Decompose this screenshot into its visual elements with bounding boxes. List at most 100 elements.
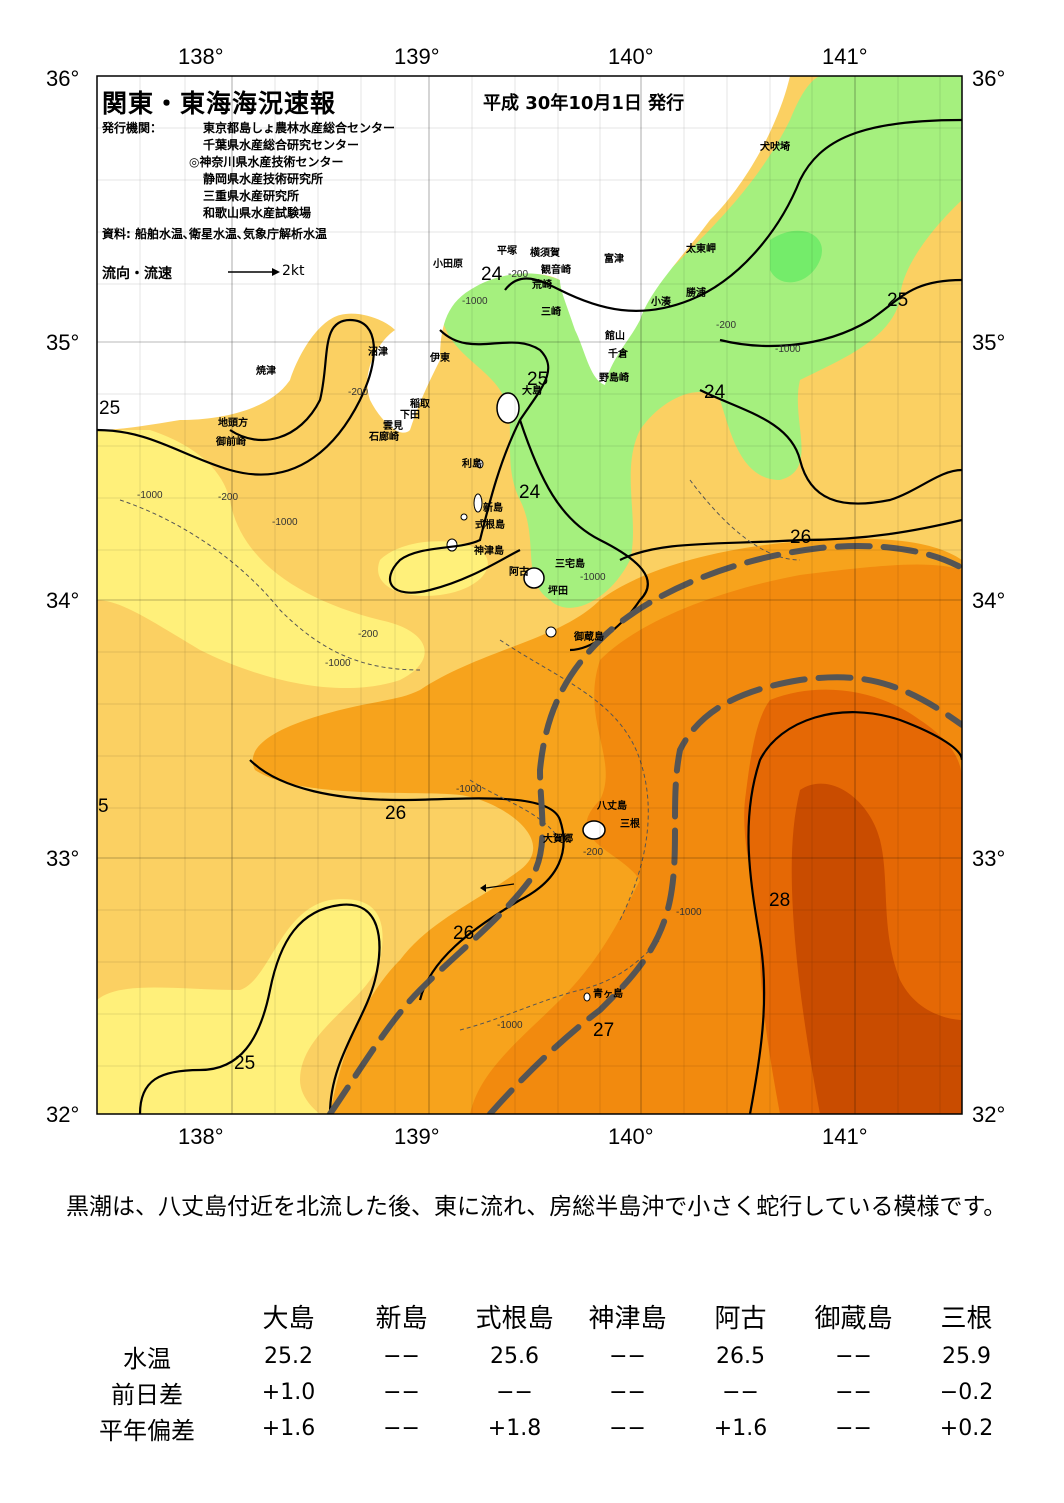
- table-cell: −−: [835, 1415, 872, 1441]
- table-cell: 26.5: [716, 1343, 765, 1369]
- isotherm-label: 27: [593, 1020, 614, 1041]
- lat-label: 33°: [972, 846, 1005, 871]
- place-name: 地頭方: [218, 416, 248, 429]
- table-row: 平年偏差 +1.6 −− +1.8 −− +1.6 −− +0.2: [62, 1410, 1023, 1446]
- place-name: 雲見: [383, 420, 403, 432]
- table-cell: −−: [609, 1415, 646, 1441]
- table-cell: −−: [722, 1379, 759, 1405]
- lat-label: 35°: [972, 330, 1005, 355]
- sea-temperature-map: 24 25 25 24 24 25 26 26 26 28 27 25 5 -2…: [46, 44, 1005, 1149]
- row-label: 水温: [123, 1344, 171, 1373]
- graticule: [97, 76, 962, 1114]
- place-name: 平塚: [497, 244, 517, 257]
- place-name: 八丈島: [596, 799, 627, 812]
- depth-label: -200: [348, 387, 368, 398]
- place-name: 勝浦: [686, 286, 706, 299]
- data-source: 資料: 船舶水温､衛星水温､気象庁解析水温: [102, 227, 327, 241]
- publisher: ◎神奈川県水産技術センター: [189, 155, 344, 169]
- lon-label: 139°: [394, 44, 440, 69]
- table-cell: −−: [383, 1415, 420, 1441]
- lat-label: 35°: [46, 330, 79, 355]
- isotherm-label: 24: [519, 482, 541, 503]
- column-header: 三根: [940, 1303, 993, 1334]
- table-cell: +1.0: [261, 1379, 316, 1405]
- table-header-row: 大島 新島 式根島 神津島 阿古 御蔵島 三根: [62, 1294, 1023, 1338]
- depth-label: -1000: [137, 490, 163, 501]
- place-name: 野島崎: [599, 371, 629, 384]
- place-name: 三崎: [541, 305, 561, 318]
- table-cell: 25.2: [264, 1343, 313, 1369]
- column-header: 神津島: [588, 1303, 667, 1334]
- column-header: 阿古: [714, 1303, 767, 1334]
- depth-label: -1000: [325, 658, 351, 669]
- depth-label: -200: [716, 320, 736, 331]
- lat-label: 36°: [972, 66, 1005, 91]
- lat-label: 32°: [972, 1102, 1005, 1127]
- toshima-island: [476, 459, 484, 469]
- place-name: 坪田: [548, 584, 568, 597]
- lon-label: 140°: [608, 44, 654, 69]
- table-cell: +1.6: [261, 1415, 316, 1441]
- row-label: 前日差: [111, 1380, 183, 1409]
- place-name: 犬吠埼: [760, 140, 790, 153]
- fine-grid: [97, 76, 962, 1114]
- region-25-izu: [378, 541, 488, 596]
- aogashima-island: [583, 992, 591, 1002]
- depth-label-group: -200 -1000 -1000 -200 -1000 -200 -1000 -…: [137, 269, 801, 1031]
- lon-label: 141°: [822, 1124, 868, 1149]
- map-title: 関東・東海海況速報: [102, 89, 337, 118]
- place-name: 太東岬: [685, 242, 716, 255]
- region-25-west: [97, 430, 425, 689]
- table-row: 前日差 +1.0 −− −− −− −− −− −0.2: [62, 1374, 1023, 1410]
- region-23: [770, 230, 822, 283]
- depth-label: -200: [583, 847, 603, 858]
- kozushima-island: [446, 538, 458, 552]
- column-header: 新島: [375, 1303, 428, 1334]
- place-name: 館山: [604, 329, 625, 342]
- place-name: 稲取: [410, 397, 431, 410]
- place-name: 神津島: [474, 544, 504, 557]
- publisher-list: 東京都島しょ農林水産総合センター 千葉県水産総合研究センター ◎神奈川県水産技術…: [189, 120, 396, 222]
- table-cell: −−: [496, 1379, 533, 1405]
- publisher: 千葉県水産総合研究センター: [203, 138, 360, 152]
- depth-label: -200: [508, 269, 528, 280]
- lon-label: 138°: [178, 1124, 224, 1149]
- depth-contours: [119, 479, 801, 1031]
- table-corner: [62, 1294, 232, 1338]
- column-header: 御蔵島: [814, 1303, 893, 1334]
- lat-label: 36°: [46, 66, 79, 91]
- publisher: 東京都島しょ農林水産総合センター: [203, 121, 396, 135]
- table-cell: −0.2: [939, 1379, 994, 1405]
- table-cell: +1.6: [713, 1415, 768, 1441]
- table-cell: −−: [609, 1343, 646, 1369]
- table-cell: −−: [383, 1343, 420, 1369]
- lat-label: 34°: [972, 588, 1005, 613]
- place-name: 石廊崎: [368, 430, 399, 443]
- table-cell: +1.8: [487, 1415, 542, 1441]
- table-row: 水温 25.2 −− 25.6 −− 26.5 −− 25.9: [62, 1338, 1023, 1374]
- summary-text: 黒潮は、八丈島付近を北流した後、東に流れ、房総半島沖で小さく蛇行している模様です…: [66, 1194, 1007, 1220]
- table-cell: −−: [835, 1379, 872, 1405]
- place-name: 富津: [604, 252, 624, 265]
- lat-label: 33°: [46, 846, 79, 871]
- map-frame: [96, 75, 963, 1115]
- place-name: 沼津: [368, 345, 388, 358]
- isotherm-label: 25: [887, 290, 908, 311]
- lon-label: 139°: [394, 1124, 440, 1149]
- flow-legend-arrow: [228, 268, 280, 276]
- row-label: 平年偏差: [99, 1416, 195, 1445]
- place-name: 焼津: [256, 364, 276, 377]
- place-name: 小田原: [432, 257, 463, 270]
- place-name-group: 犬吠埼 太東岬 勝浦 小湊 富津 小田原 平塚 横須賀 観音崎 荒崎 三崎 館山…: [215, 140, 790, 1000]
- lat-label: 34°: [46, 588, 79, 613]
- lon-label: 140°: [608, 1124, 654, 1149]
- flow-legend-unit: 2kt: [282, 263, 305, 279]
- lon-label: 138°: [178, 44, 224, 69]
- depth-label: -1000: [272, 517, 298, 528]
- place-name: 大賀郷: [543, 832, 573, 845]
- isotherm-label: 25: [99, 398, 120, 419]
- depth-label: -1000: [462, 296, 488, 307]
- place-name: 千倉: [608, 347, 629, 360]
- land-honshu: [97, 76, 790, 433]
- lat-label: 32°: [46, 1102, 79, 1127]
